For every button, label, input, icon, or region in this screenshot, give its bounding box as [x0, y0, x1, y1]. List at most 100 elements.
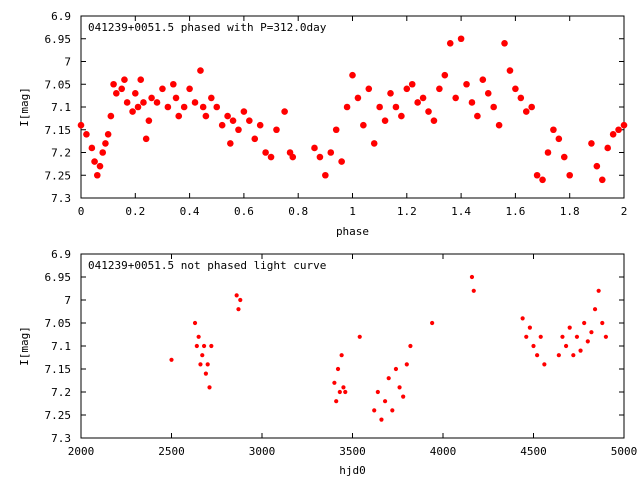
- y-tick-label: 6.95: [45, 271, 72, 284]
- data-point: [354, 94, 362, 102]
- y-tick-label: 7.2: [51, 147, 71, 160]
- data-point: [200, 353, 205, 358]
- data-point: [403, 85, 411, 93]
- y-tick-label: 7.3: [51, 192, 71, 205]
- x-tick-label: 0.2: [125, 205, 145, 218]
- data-point: [238, 297, 243, 303]
- data-point: [425, 108, 432, 115]
- data-point: [262, 149, 269, 156]
- x-tick-label: 1.2: [397, 205, 417, 218]
- data-point: [471, 288, 476, 293]
- data-point: [582, 320, 587, 326]
- data-point: [531, 343, 536, 349]
- data-point: [132, 90, 139, 97]
- data-point: [102, 140, 109, 147]
- x-tick-label: 2500: [158, 445, 185, 458]
- y-tick-label: 6.95: [45, 33, 72, 46]
- data-point: [490, 103, 497, 111]
- x-axis-label: phase: [336, 225, 369, 238]
- data-point: [205, 362, 210, 367]
- plot-frame: [80, 253, 625, 439]
- data-point: [197, 67, 204, 74]
- y-tick-label: 7.05: [45, 78, 72, 91]
- y-tick-label: 7.1: [51, 101, 71, 114]
- data-point: [88, 144, 96, 152]
- data-point: [560, 153, 568, 161]
- data-point: [592, 307, 598, 312]
- data-point: [234, 293, 239, 298]
- data-point: [134, 103, 142, 111]
- x-tick-label: 0.6: [234, 205, 254, 218]
- data-point: [196, 334, 201, 339]
- x-tick-label: 1.6: [505, 205, 525, 218]
- data-point: [194, 343, 199, 349]
- data-point: [556, 353, 561, 358]
- data-point: [414, 99, 421, 106]
- data-point: [566, 171, 573, 179]
- x-tick-label: 2000: [68, 445, 95, 458]
- data-point: [392, 103, 400, 111]
- data-point: [327, 149, 335, 156]
- data-point: [198, 362, 203, 367]
- data-point: [593, 162, 601, 170]
- data-point: [441, 71, 449, 79]
- data-point: [571, 353, 576, 358]
- data-point: [77, 121, 85, 129]
- data-point: [578, 348, 583, 353]
- data-point: [192, 320, 198, 326]
- y-tick-label: 7.3: [51, 432, 71, 445]
- data-point: [401, 394, 406, 399]
- data-point: [408, 343, 413, 349]
- data-point: [339, 353, 344, 358]
- data-point: [522, 108, 530, 115]
- data-point: [376, 103, 383, 111]
- data-point: [334, 399, 339, 404]
- data-point: [186, 85, 193, 93]
- chart-title: 041239+0051.5 not phased light curve: [88, 259, 326, 272]
- data-point: [164, 103, 172, 111]
- data-point: [251, 135, 259, 143]
- y-tick-label: 7.25: [45, 169, 72, 182]
- data-point: [343, 389, 348, 395]
- y-axis-label: I[mag]: [18, 326, 31, 366]
- data-point: [528, 103, 535, 111]
- data-point: [281, 108, 288, 115]
- data-point: [209, 343, 214, 349]
- data-point: [338, 158, 345, 165]
- data-point: [563, 343, 569, 349]
- data-point: [118, 85, 126, 93]
- data-point: [390, 408, 395, 413]
- data-point: [322, 171, 329, 179]
- data-point: [550, 126, 557, 134]
- data-point: [213, 103, 221, 111]
- x-tick-label: 1.8: [560, 205, 580, 218]
- data-point: [404, 362, 409, 367]
- data-point: [311, 144, 318, 152]
- data-point: [574, 334, 580, 339]
- data-point: [83, 131, 90, 138]
- data-point: [495, 121, 503, 129]
- data-point: [603, 334, 609, 339]
- data-point: [604, 144, 612, 152]
- data-point: [121, 76, 128, 83]
- x-tick-label: 0.8: [288, 205, 308, 218]
- data-point: [484, 90, 492, 97]
- data-point: [227, 140, 234, 147]
- data-point: [463, 80, 470, 88]
- y-tick-label: 7.2: [51, 386, 71, 399]
- x-axis-label: hjd0: [339, 464, 366, 477]
- data-point: [235, 126, 242, 134]
- x-tick-label: 3500: [339, 445, 366, 458]
- data-point: [382, 399, 388, 404]
- data-point: [620, 121, 628, 129]
- y-tick-label: 7.15: [45, 124, 72, 137]
- data-point: [539, 176, 546, 184]
- data-point: [596, 288, 601, 293]
- data-point: [246, 117, 253, 124]
- data-point: [104, 131, 112, 138]
- y-tick-label: 7.25: [45, 409, 72, 422]
- y-tick-label: 7.15: [45, 363, 72, 376]
- data-point: [393, 366, 399, 372]
- data-point: [256, 121, 264, 129]
